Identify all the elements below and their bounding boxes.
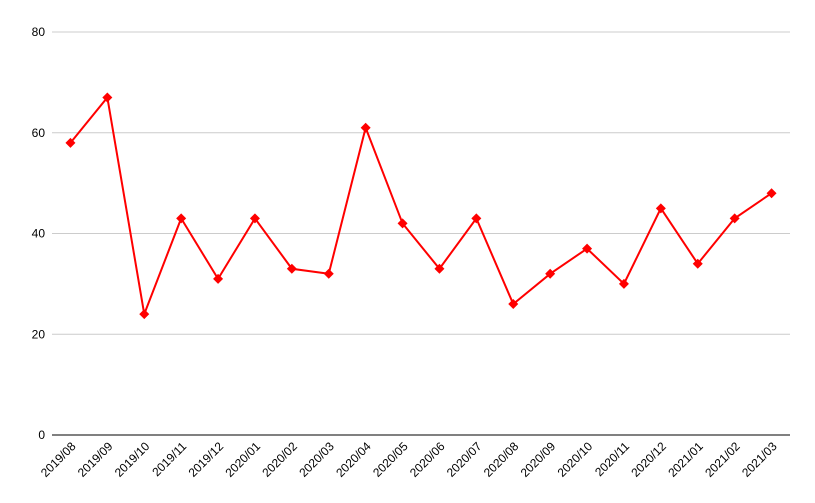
x-tick-label: 2021/01 xyxy=(665,439,706,480)
data-marker xyxy=(471,213,482,224)
data-marker xyxy=(545,268,556,279)
data-marker xyxy=(655,203,666,214)
x-tick-label: 2019/12 xyxy=(186,439,227,480)
y-tick-label: 40 xyxy=(32,227,46,241)
x-tick-label: 2019/09 xyxy=(75,439,116,480)
x-tick-label: 2020/06 xyxy=(407,439,448,480)
data-marker xyxy=(582,243,593,254)
data-marker xyxy=(729,213,740,224)
data-marker xyxy=(397,218,408,229)
x-tick-label: 2020/11 xyxy=(592,439,632,479)
x-tick-label: 2020/10 xyxy=(555,439,596,480)
x-tick-label: 2020/03 xyxy=(296,439,337,480)
data-marker xyxy=(618,278,629,289)
data-marker xyxy=(692,258,703,269)
y-tick-label: 60 xyxy=(32,126,46,140)
x-tick-label: 2020/04 xyxy=(333,439,374,480)
data-marker xyxy=(249,213,260,224)
x-tick-label: 2019/08 xyxy=(38,439,79,480)
data-marker xyxy=(102,92,113,103)
data-marker xyxy=(65,137,76,148)
x-tick-label: 2020/07 xyxy=(444,439,485,480)
y-tick-label: 20 xyxy=(32,327,46,341)
y-tick-label: 0 xyxy=(38,428,45,442)
x-tick-label: 2020/12 xyxy=(628,439,669,480)
x-tick-label: 2019/10 xyxy=(112,439,153,480)
x-tick-label: 2020/08 xyxy=(481,439,522,480)
data-marker xyxy=(508,299,519,310)
data-line xyxy=(69,95,773,318)
x-tick-label: 2020/05 xyxy=(370,439,411,480)
x-tick-label: 2020/02 xyxy=(259,439,300,480)
data-marker xyxy=(176,213,187,224)
data-marker xyxy=(323,268,334,279)
x-tick-label: 2019/11 xyxy=(149,439,189,479)
x-tick-label: 2021/03 xyxy=(739,439,780,480)
x-tick-label: 2020/01 xyxy=(222,439,263,480)
data-marker xyxy=(139,309,150,320)
data-marker xyxy=(213,273,224,284)
data-marker xyxy=(766,188,777,199)
data-marker xyxy=(360,122,371,133)
data-marker xyxy=(434,263,445,274)
x-tick-label: 2021/02 xyxy=(702,439,743,480)
y-tick-label: 80 xyxy=(32,25,46,39)
x-tick-label: 2020/09 xyxy=(518,439,559,480)
data-marker xyxy=(286,263,297,274)
